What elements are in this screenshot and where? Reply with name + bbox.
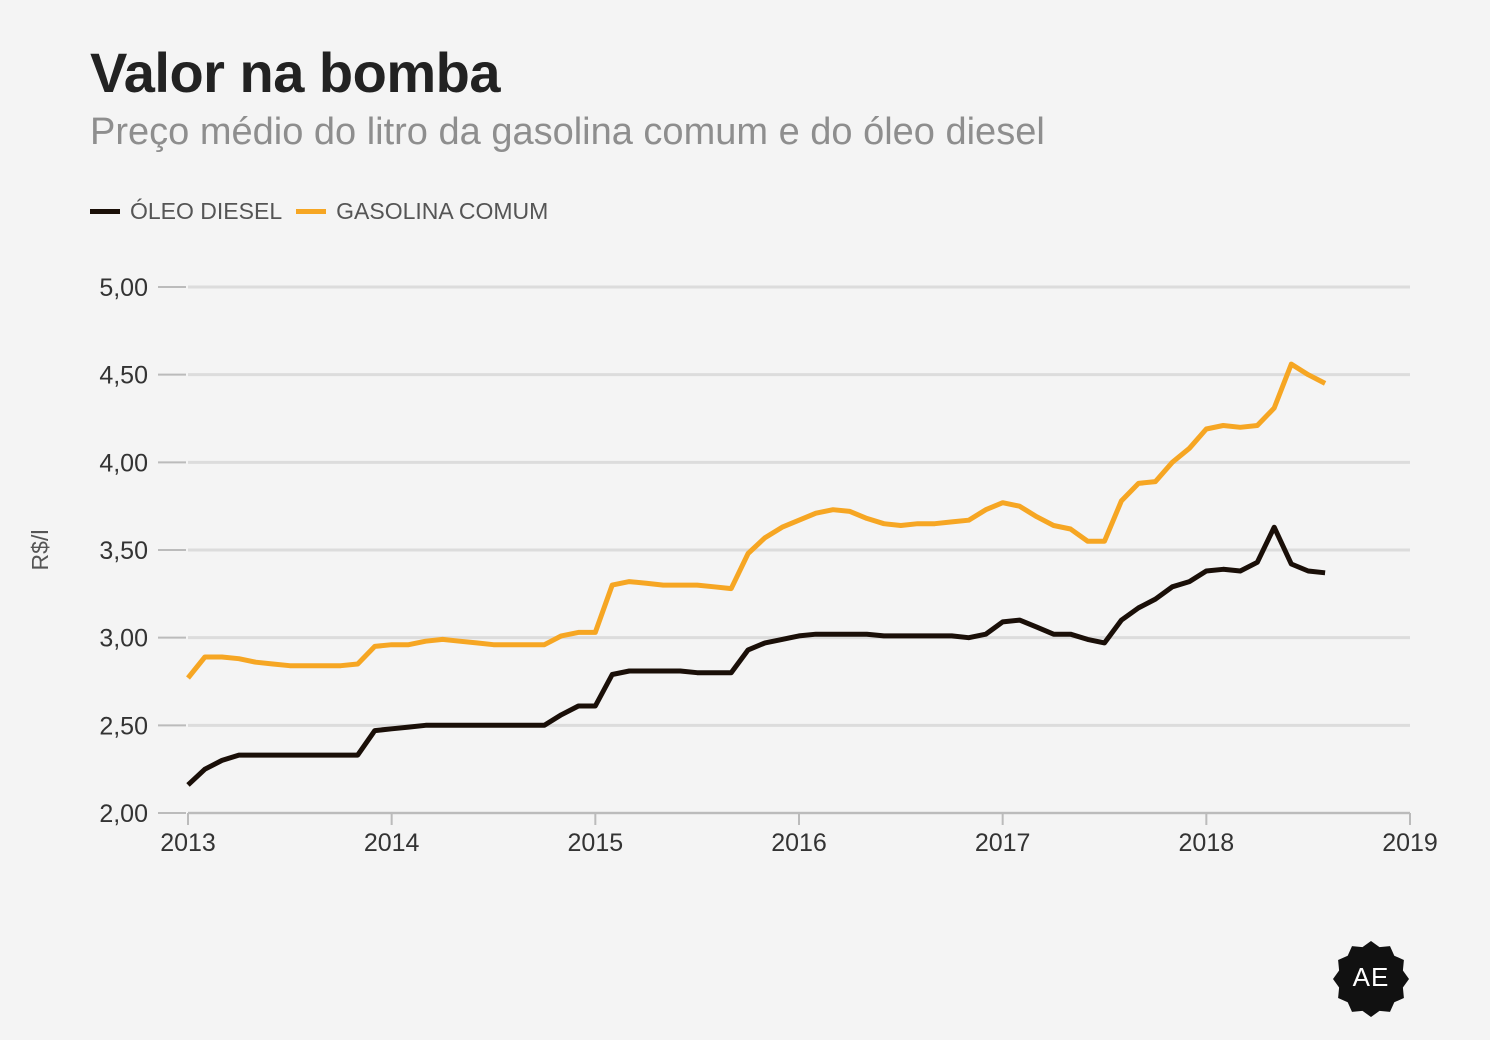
badge-logo-icon	[1333, 941, 1409, 1017]
y-tick-label: 5,00	[99, 274, 148, 302]
x-tick-label: 2018	[1179, 829, 1235, 857]
x-tick-label: 2015	[568, 829, 624, 857]
legend-label-diesel: ÓLEO DIESEL	[130, 198, 283, 224]
legend-label-gasolina: GASOLINA COMUM	[336, 198, 549, 224]
x-tick-label: 2017	[975, 829, 1031, 857]
y-tick-label: 2,50	[99, 712, 148, 740]
series-line-diesel	[186, 524, 1326, 787]
y-tick-label: 2,00	[99, 800, 148, 828]
chart-title: Valor na bomba	[90, 41, 501, 104]
chart-legend: ÓLEO DIESEL GASOLINA COMUM	[90, 198, 562, 225]
badge-shape	[1333, 941, 1409, 1017]
x-tick-label: 2019	[1382, 829, 1438, 857]
series-line-gasolina	[186, 361, 1327, 680]
legend-item-diesel: ÓLEO DIESEL	[90, 198, 282, 225]
x-tick-label: 2013	[160, 829, 216, 857]
y-tick-label: 4,50	[99, 362, 148, 390]
y-tick-label: 4,00	[99, 449, 148, 477]
x-tick-label: 2016	[771, 829, 827, 857]
x-tick-label: 2014	[364, 829, 420, 857]
logo-badge: AE	[1332, 940, 1410, 1018]
y-tick-label: 3,50	[99, 537, 148, 565]
y-tick-label: 3,00	[99, 625, 148, 653]
legend-swatch-gasolina	[296, 209, 327, 214]
legend-swatch-diesel	[90, 209, 120, 214]
chart-subtitle: Preço médio do litro da gasolina comum e…	[90, 111, 1045, 153]
y-axis-title: R$/l	[27, 530, 53, 571]
logo-text: AE	[1352, 962, 1390, 992]
legend-item-gasolina: GASOLINA COMUM	[296, 198, 548, 225]
